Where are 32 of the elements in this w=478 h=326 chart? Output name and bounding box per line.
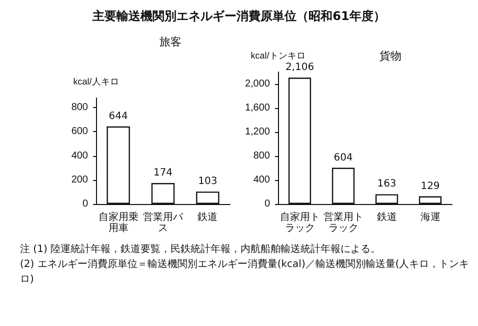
y-tick-label: 200 bbox=[71, 174, 88, 186]
data-label: 604 bbox=[334, 152, 353, 164]
y-tick-label: 0 bbox=[82, 198, 88, 210]
y-tick-label: 400 bbox=[71, 150, 88, 162]
x-tick-label: 鉄道 bbox=[376, 211, 397, 223]
y-tick-label: 1,200 bbox=[244, 126, 270, 138]
data-label: 103 bbox=[198, 176, 218, 188]
y-tick-label: 600 bbox=[71, 126, 88, 138]
y-tick-label: 800 bbox=[71, 102, 88, 114]
y-tick-label: 2,000 bbox=[244, 78, 270, 90]
y-axis-title: kcal/人キロ bbox=[73, 76, 119, 86]
y-tick-label: 800 bbox=[253, 150, 270, 162]
x-tick-label: 自家用トラック bbox=[280, 211, 320, 234]
x-tick-label: 海運 bbox=[420, 211, 440, 223]
x-tick-label: 営業用トラック bbox=[323, 211, 364, 234]
data-label: 174 bbox=[153, 168, 173, 179]
data-label: 2,106 bbox=[285, 62, 314, 74]
text: 注 (1) 陸運統計年報，鉄道要覧，民鉄統計年報，内航船舶輸送統計年報による。 bbox=[20, 242, 382, 257]
text: (2) エネルギー消費原単位＝輸送機関別エネルギー消費量(kcal)／輸送機関別輸送量(人キロ，トンキロ) bbox=[20, 258, 470, 287]
y-tick-label: 400 bbox=[253, 174, 270, 186]
data-label: 644 bbox=[108, 110, 128, 122]
x-tick-label: 鉄道 bbox=[198, 211, 218, 223]
y-tick-label: 0 bbox=[264, 198, 270, 210]
x-tick-label: 自家用乗用車 bbox=[98, 211, 138, 234]
y-tick-label: 1,600 bbox=[244, 102, 270, 114]
y-axis-title: kcal/トンキロ bbox=[250, 50, 306, 60]
chart-subtitle: 旅客 bbox=[160, 36, 182, 48]
data-label: 129 bbox=[420, 180, 440, 192]
chart-title: 主要輸送機関別エネルギー消費原単位（昭和61年度） bbox=[92, 8, 386, 25]
data-label: 163 bbox=[377, 178, 396, 190]
chart-subtitle: 貨物 bbox=[380, 50, 402, 62]
x-tick-label: 営業用バス bbox=[143, 211, 184, 234]
